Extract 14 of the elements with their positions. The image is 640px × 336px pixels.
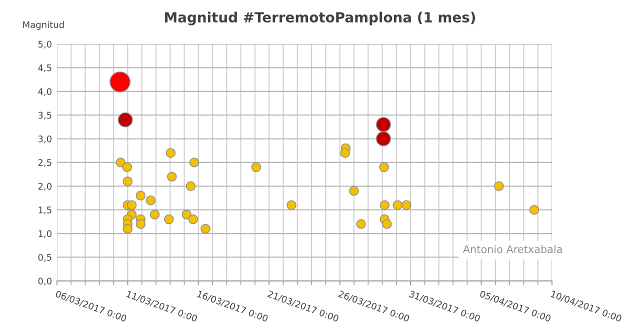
- y-tick-label: 4,5: [38, 64, 52, 72]
- y-tick-label: 3,0: [38, 136, 52, 144]
- y-tick-label: 3,5: [38, 112, 52, 120]
- y-axis-title: Magnitud: [23, 21, 64, 30]
- chart-title: Magnitud #TerremotoPamplona (1 mes): [165, 12, 476, 26]
- y-tick-label: 1,5: [38, 206, 52, 214]
- y-tick-label: 0,5: [38, 254, 52, 262]
- y-tick-label: 4,0: [38, 88, 52, 96]
- y-tick-label: 2,0: [38, 182, 52, 191]
- y-tick-label: 2,5: [38, 159, 52, 167]
- y-tick-label: 1,0: [38, 230, 52, 238]
- y-tick-label: 0,0: [38, 278, 52, 286]
- annotation: Antonio Aretxabala: [462, 245, 562, 254]
- y-tick-label: 5,0: [38, 40, 52, 48]
